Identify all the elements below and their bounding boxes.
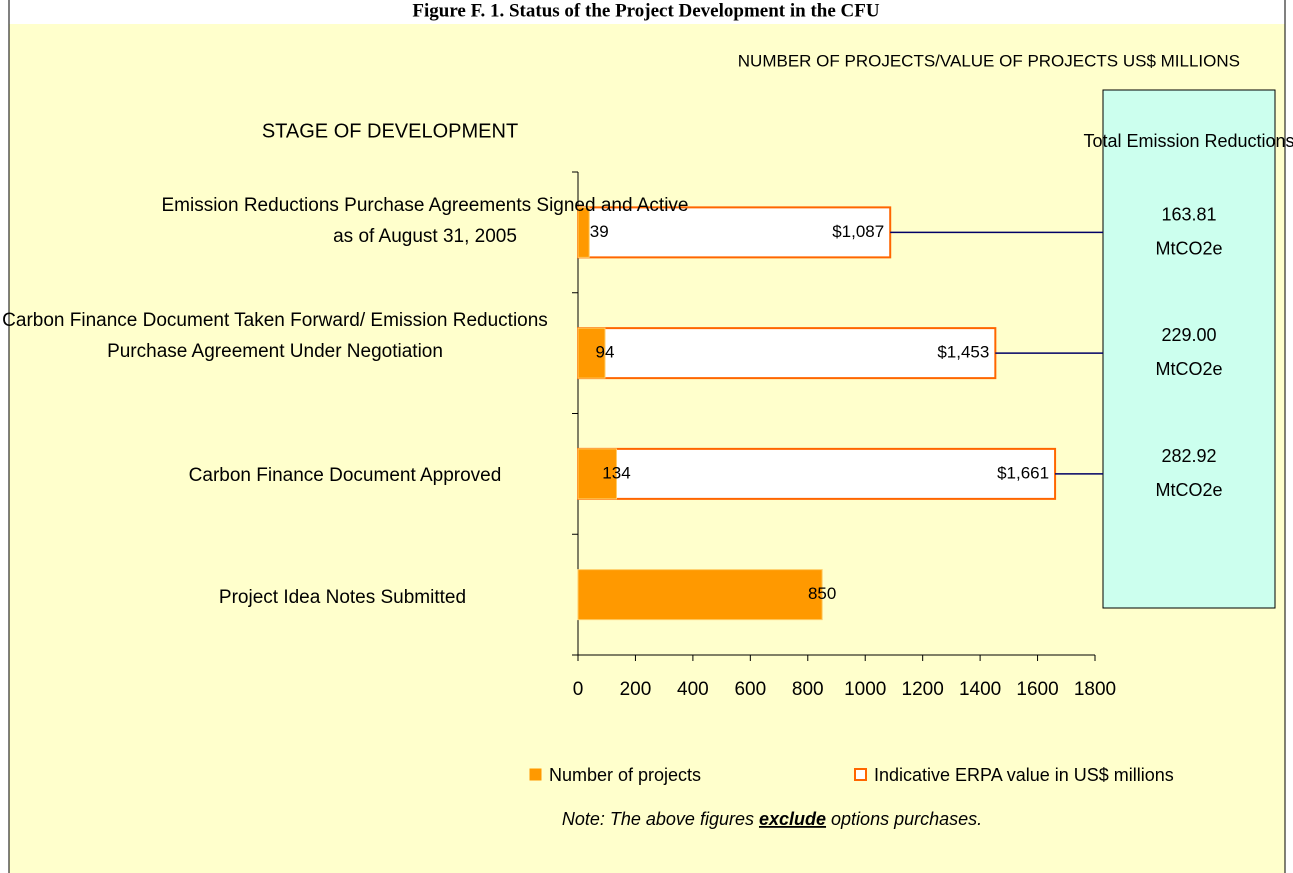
side-box-unit: MtCO2e — [1155, 480, 1222, 500]
bar-erpa — [577, 447, 1057, 500]
data-label: 850 — [808, 584, 836, 603]
data-label: 39 — [590, 222, 609, 241]
note-text: options purchases. — [826, 809, 982, 829]
legend-label: Number of projects — [549, 765, 701, 785]
data-label: 134 — [602, 463, 630, 482]
category-label: Carbon Finance Document Taken Forward/ E… — [2, 310, 548, 362]
note: Note: The above figures exclude options … — [562, 809, 982, 829]
side-box-unit: MtCO2e — [1155, 359, 1222, 379]
note-emphasis: exclude — [759, 809, 826, 829]
x-tick-label: 200 — [620, 679, 652, 700]
y-axis-label: STAGE OF DEVELOPMENT — [262, 120, 518, 142]
x-tick-label: 0 — [573, 679, 584, 700]
side-box-value: 163.81 — [1161, 204, 1216, 224]
legend-swatch — [854, 768, 867, 781]
x-tick-label: 1400 — [959, 679, 1001, 700]
legend-swatch — [529, 768, 542, 781]
x-tick-label: 1600 — [1016, 679, 1058, 700]
side-box-value: 229.00 — [1161, 325, 1216, 345]
bar-erpa — [577, 206, 892, 259]
chart-title: Figure F. 1. Status of the Project Devel… — [412, 0, 879, 21]
data-label: $1,087 — [832, 222, 884, 241]
category-label: Emission Reductions Purchase Agreements … — [161, 195, 689, 247]
side-box — [1102, 89, 1276, 609]
x-tick-label: 1000 — [844, 679, 886, 700]
x-tick-label: 1200 — [902, 679, 944, 700]
category-label: Project Idea Notes Submitted — [218, 587, 467, 608]
bar-projects — [577, 569, 823, 621]
side-box-unit: MtCO2e — [1155, 238, 1222, 258]
data-label: $1,661 — [997, 463, 1049, 482]
x-tick-label: 400 — [677, 679, 709, 700]
x-axis-label: NUMBER OF PROJECTS/VALUE OF PROJECTS US$… — [738, 51, 1240, 70]
data-label: 94 — [596, 343, 615, 362]
category-label: Carbon Finance Document Approved — [188, 465, 502, 486]
side-box-value: 282.92 — [1161, 446, 1216, 466]
bar-erpa — [577, 327, 997, 380]
note-text: Note: The above figures — [562, 809, 759, 829]
bar-projects — [577, 327, 606, 379]
data-label: $1,453 — [937, 343, 989, 362]
x-tick-label: 1800 — [1074, 679, 1116, 700]
x-tick-label: 800 — [792, 679, 824, 700]
side-box-item: 229.00 MtCO2e — [1155, 325, 1222, 379]
bar-projects — [577, 206, 590, 258]
x-tick-label: 600 — [734, 679, 766, 700]
legend-label: Indicative ERPA value in US$ millions — [874, 765, 1174, 785]
side-box-item: 282.92 MtCO2e — [1155, 446, 1222, 500]
side-box-title: Total Emission Reductions — [1083, 131, 1293, 151]
side-box-item: 163.81 MtCO2e — [1155, 204, 1222, 258]
bar-projects — [577, 448, 617, 500]
